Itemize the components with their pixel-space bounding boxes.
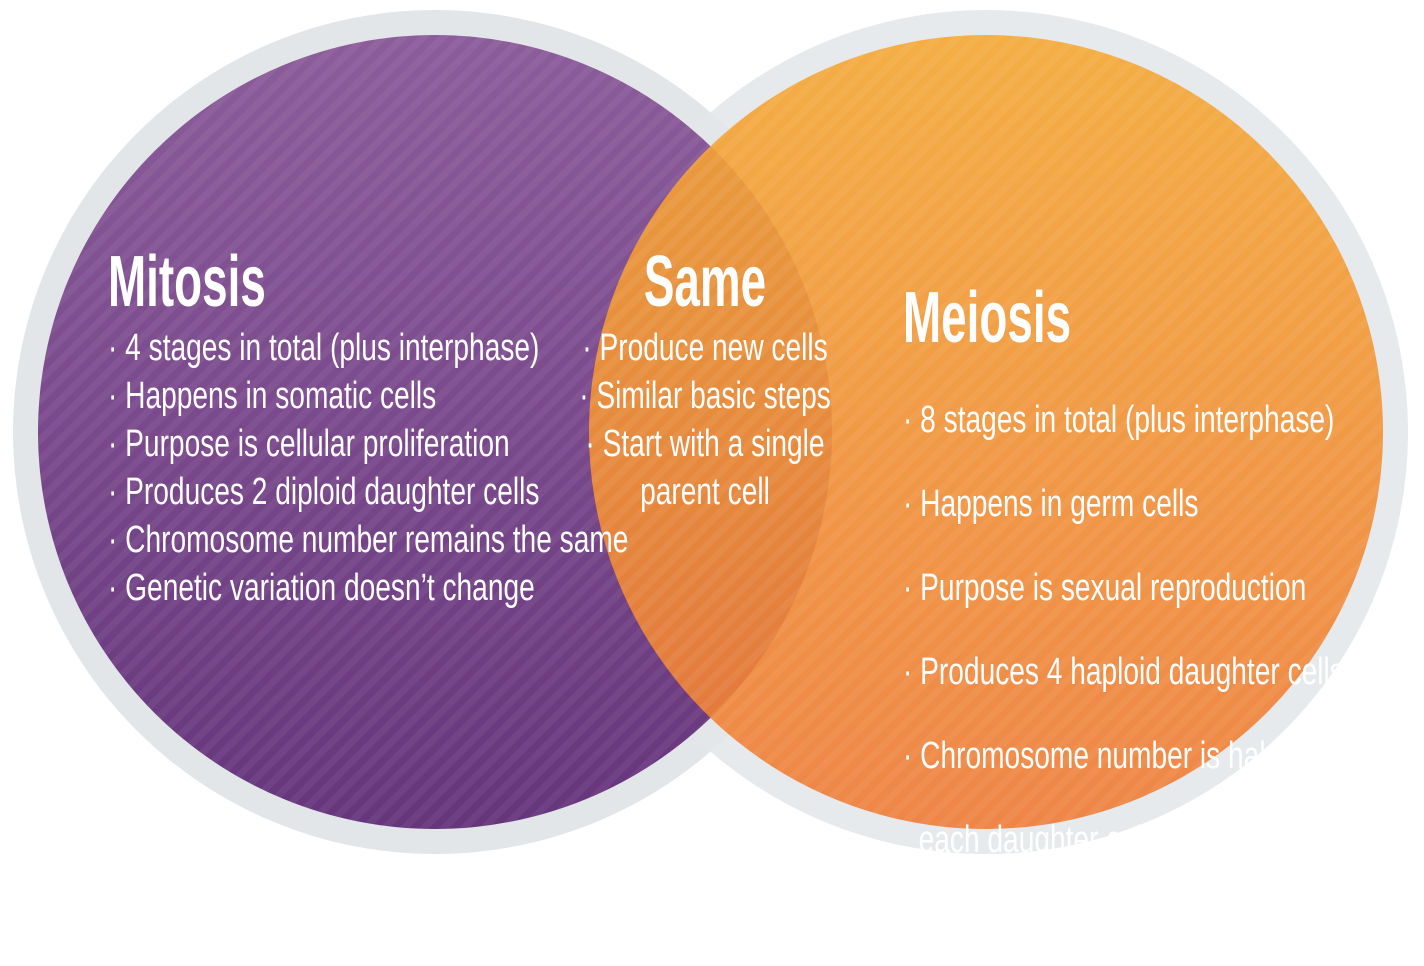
same-item: · Similar basic steps [579,375,831,417]
venn-diagram [13,10,1408,854]
mitosis-item: · Produces 2 diploid daughter cells [108,471,540,513]
meiosis-title: Meiosis [903,278,1072,358]
mitosis-title: Mitosis [108,242,266,322]
mitosis-item: · Purpose is cellular proliferation [108,423,510,465]
meiosis-item: · 8 stages in total (plus interphase) [903,399,1335,441]
meiosis-stripes [589,35,1383,829]
same-section: Same · Produce new cells · Similar basic… [557,246,853,516]
same-title: Same [643,242,767,322]
mitosis-section: Mitosis · 4 stages in total (plus interp… [108,246,628,612]
same-item: · Produce new cells [582,327,828,369]
meiosis-item: · Happens in germ cells [903,483,1199,525]
meiosis-section: Meiosis · 8 stages in total (plus interp… [903,246,1344,966]
same-item: parent cell [640,471,770,513]
meiosis-item: · Purpose is sexual reproduction [903,567,1307,609]
same-item: · Start with a single [585,423,825,465]
mitosis-item: · Happens in somatic cells [108,375,437,417]
mitosis-item: · Genetic variation doesn’t change [108,567,535,609]
meiosis-item: · Genetic variation increased [903,903,1261,945]
meiosis-item: · Chromosome number is halved in [903,735,1341,777]
mitosis-stripes [38,35,832,829]
meiosis-item: each daughter cell [903,819,1149,861]
mitosis-item: · Chromosome number remains the same [108,519,629,561]
meiosis-item: · Produces 4 haploid daughter cells [903,651,1344,693]
mitosis-item: · 4 stages in total (plus interphase) [108,327,540,369]
